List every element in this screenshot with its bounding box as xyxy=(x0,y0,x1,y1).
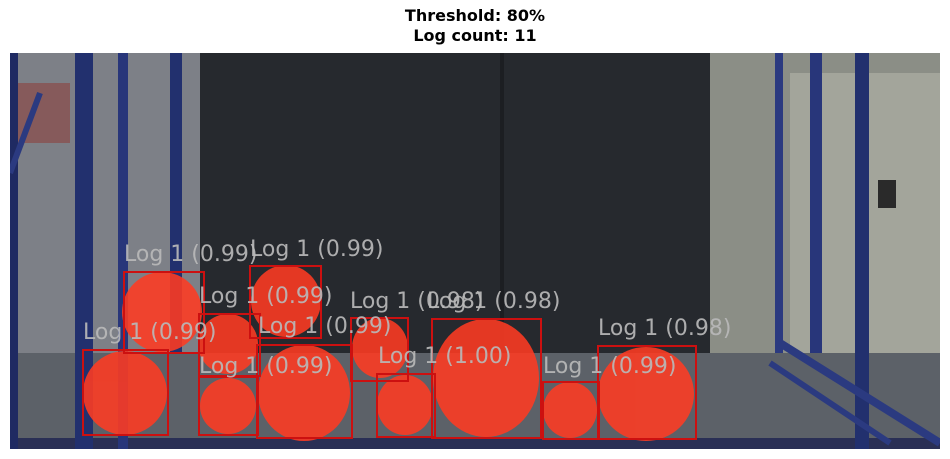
detection-label: Log 1 (0.99) xyxy=(83,320,217,345)
log-count-text: Log count: 11 xyxy=(413,26,537,45)
detection-label: Log 1 (0.99) xyxy=(250,237,384,262)
detection-label: Log 1 (0.98) xyxy=(350,289,484,314)
log-masks xyxy=(83,265,694,441)
figure-title: Threshold: 80% Log count: 11 xyxy=(0,6,950,46)
detection-label: Log 1 (0.99) xyxy=(199,284,333,309)
detection-label: Log 1 (0.99) xyxy=(258,314,392,339)
detection-label: Log 1 (0.99) xyxy=(543,354,677,379)
detection-label: Log 1 (0.98) xyxy=(598,316,732,341)
detection-label: Log 1 (0.99) xyxy=(199,354,333,379)
threshold-text: Threshold: 80% xyxy=(404,6,546,25)
scene-drawing xyxy=(10,53,940,449)
detection-label: Log 1 (0.99) xyxy=(124,242,258,267)
bounding-boxes xyxy=(82,265,697,440)
detection-label: Log 1 (0.98) xyxy=(427,289,561,314)
detection-photo: Log 1 (0.99) Log 1 (0.99) Log 1 (0.99) L… xyxy=(10,53,940,449)
detection-label: Log 1 (1.00) xyxy=(378,344,512,369)
